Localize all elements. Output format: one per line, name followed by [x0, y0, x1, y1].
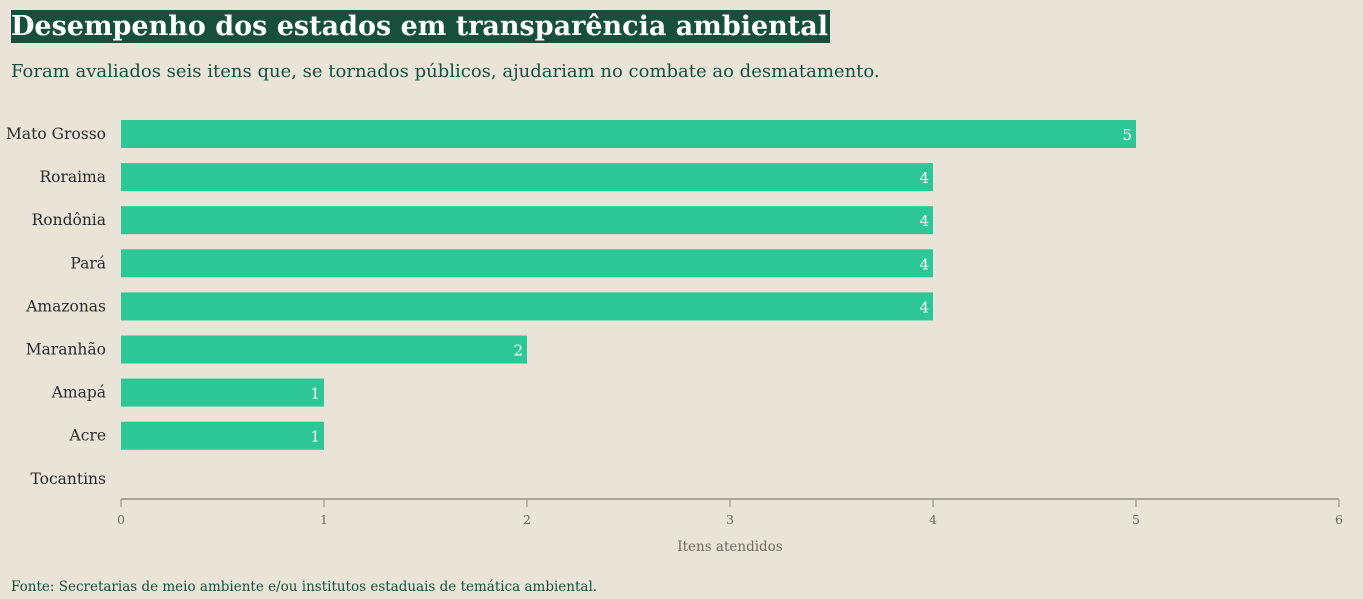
bar [121, 206, 933, 235]
source-note: Fonte: Secretarias de meio ambiente e/ou… [11, 579, 598, 595]
data-label: 4 [919, 169, 929, 187]
chart-subtitle: Foram avaliados seis itens que, se torna… [11, 61, 880, 82]
category-label: Roraima [39, 168, 106, 186]
x-tick-label: 4 [929, 512, 937, 527]
x-tick-label: 2 [523, 512, 531, 527]
bar [121, 120, 1136, 148]
chart-title: Desempenho dos estados em transparência … [11, 10, 830, 43]
bar [121, 249, 933, 278]
category-label: Amapá [51, 384, 106, 402]
data-label: 5 [1122, 126, 1132, 144]
category-label: Tocantins [31, 470, 107, 488]
x-tick-label: 1 [320, 512, 328, 527]
bar [121, 335, 527, 364]
bar [121, 421, 324, 450]
category-label: Mato Grosso [6, 125, 106, 143]
category-label: Rondônia [32, 211, 106, 229]
x-tick-label: 0 [117, 512, 125, 527]
bar [121, 378, 324, 407]
bar-chart: Mato Grosso 5 Roraima 4 Rondônia 4 Pará 4 Amazon… [6, 120, 1343, 555]
bar [121, 163, 933, 192]
data-label: 4 [919, 255, 929, 273]
category-label: Amazonas [25, 297, 106, 315]
x-tick-label: 5 [1132, 512, 1140, 527]
bar [121, 292, 933, 321]
x-tick-label: 3 [726, 512, 734, 527]
x-tick-label: 6 [1335, 512, 1343, 527]
data-label: 4 [919, 212, 929, 230]
data-label: 1 [310, 428, 320, 446]
category-label: Acre [69, 427, 106, 445]
data-label: 1 [310, 385, 320, 403]
data-label: 2 [513, 342, 523, 360]
category-label: Pará [70, 254, 106, 272]
category-label: Maranhão [26, 341, 106, 359]
x-axis-label: Itens atendidos [677, 539, 783, 555]
data-label: 4 [919, 298, 929, 316]
